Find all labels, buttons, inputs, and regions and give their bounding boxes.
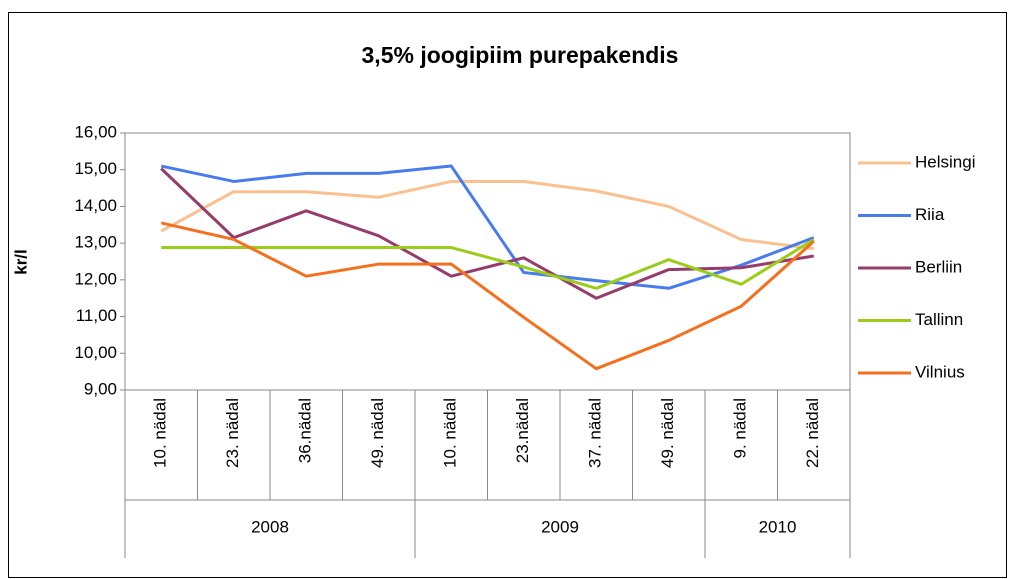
x-tick-label: 23. nädal — [223, 398, 242, 468]
x-tick-label: 37. nädal — [586, 398, 605, 468]
group-label: 2010 — [759, 517, 797, 536]
y-tick-label: 9,00 — [84, 379, 117, 398]
y-tick-label: 14,00 — [74, 196, 117, 215]
legend-label: Berliin — [915, 257, 962, 276]
series-line — [160, 179, 814, 251]
x-tick-label: 49. nädal — [368, 398, 387, 468]
x-tick-label: 10. nädal — [441, 398, 460, 468]
legend-label: Tallinn — [915, 310, 963, 329]
legend-label: Vilnius — [915, 362, 965, 381]
y-tick-label: 10,00 — [74, 343, 117, 362]
x-tick-label: 23.nädal — [513, 398, 532, 463]
legend-label: Helsingi — [915, 152, 975, 171]
y-axis-title: kr/l — [11, 249, 30, 275]
x-tick-label: 36.nädal — [296, 398, 315, 463]
y-tick-label: 16,00 — [74, 122, 117, 141]
y-tick-label: 11,00 — [76, 306, 117, 325]
x-tick-label: 10. nädal — [151, 398, 170, 468]
y-tick-label: 13,00 — [74, 233, 117, 252]
x-tick-label: 22. nädal — [803, 398, 822, 468]
y-tick-label: 12,00 — [74, 269, 117, 288]
series-line — [160, 167, 814, 300]
group-label: 2008 — [251, 517, 289, 536]
y-tick-label: 15,00 — [74, 159, 117, 178]
series-line — [161, 238, 815, 290]
chart-frame — [8, 12, 1007, 578]
series-line — [160, 221, 815, 371]
legend-label: Riia — [915, 205, 945, 224]
chart-title: 3,5% joogipiim purepakendis — [362, 42, 679, 68]
x-tick-label: 49. nädal — [658, 398, 677, 468]
x-tick-label: 9. nädal — [731, 398, 750, 459]
series-line — [160, 164, 815, 290]
group-label: 2009 — [541, 517, 579, 536]
